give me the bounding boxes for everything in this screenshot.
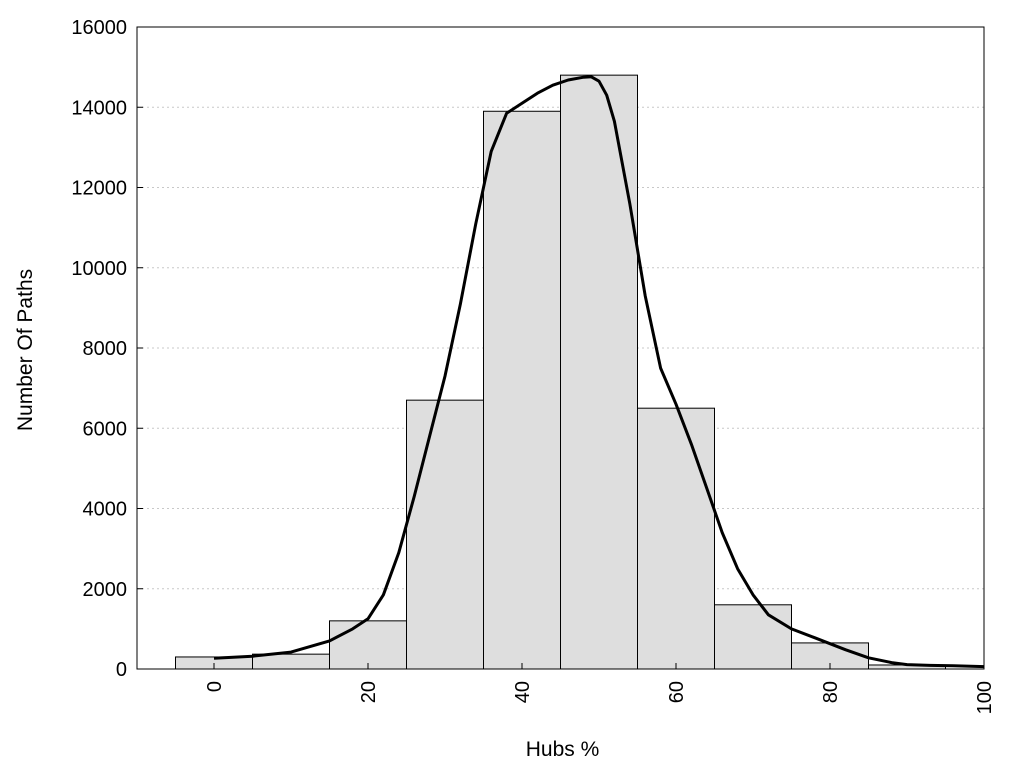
histogram-bar-40 xyxy=(483,110,561,670)
y-tick-label-10000: 10000 xyxy=(71,258,127,280)
x-tick-label-100: 100 xyxy=(974,681,996,714)
bars-layer xyxy=(175,74,946,670)
density-curve xyxy=(213,75,985,669)
x-tick-label-40: 40 xyxy=(512,681,534,703)
grid-layer xyxy=(137,106,984,590)
y-tick-label-0: 0 xyxy=(116,659,127,681)
y-tick-label-14000: 14000 xyxy=(71,97,127,119)
x-tick-label-80: 80 xyxy=(820,681,842,703)
histogram-bar-20 xyxy=(329,620,407,670)
x-tick-label-0: 0 xyxy=(204,681,226,692)
y-tick-label-12000: 12000 xyxy=(71,178,127,200)
y-tick-label-6000: 6000 xyxy=(83,418,128,440)
x-axis-title: Hubs % xyxy=(526,738,600,761)
curve-layer xyxy=(213,75,985,669)
y-tick-label-2000: 2000 xyxy=(83,579,128,601)
x-tick-label-60: 60 xyxy=(666,681,688,703)
histogram-bar-30 xyxy=(406,399,484,670)
y-tick-label-16000: 16000 xyxy=(71,17,127,39)
ticks-layer: 0 2000 4000 6000 8000 10000 12000 14000 16000 0 20… xyxy=(71,17,996,714)
y-tick-label-4000: 4000 xyxy=(83,499,128,521)
y-axis-title: Number Of Paths xyxy=(14,269,37,431)
y-tick-label-8000: 8000 xyxy=(83,338,128,360)
histogram-bar-50 xyxy=(560,74,638,670)
histogram-bar-60 xyxy=(637,407,715,670)
histogram-bar-70 xyxy=(714,604,792,670)
x-tick-label-20: 20 xyxy=(358,681,380,703)
